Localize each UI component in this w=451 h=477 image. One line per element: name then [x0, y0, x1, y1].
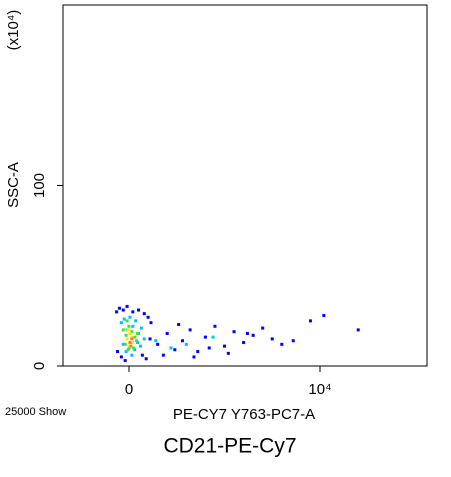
event-dot: [125, 319, 129, 323]
event-dot: [192, 355, 196, 359]
event-dot: [184, 342, 188, 346]
event-dot: [140, 353, 144, 357]
event-dot: [207, 346, 211, 350]
event-dot: [119, 321, 123, 325]
y-tick-label: 0: [31, 362, 48, 370]
event-dot: [211, 335, 215, 339]
event-dot: [117, 306, 121, 310]
event-dot: [130, 337, 134, 341]
event-dot: [136, 332, 140, 336]
event-dot: [123, 359, 127, 363]
event-dot: [124, 350, 128, 354]
event-dot: [165, 332, 169, 336]
event-dot: [270, 337, 274, 341]
event-dot: [180, 339, 184, 343]
event-dot: [137, 308, 141, 312]
event-dot: [128, 332, 132, 336]
event-dot: [127, 346, 131, 350]
event-dot: [308, 319, 312, 323]
event-dot: [121, 342, 125, 346]
event-dot: [127, 324, 131, 328]
event-dot: [356, 328, 360, 332]
event-dot: [196, 350, 200, 354]
event-dot: [135, 339, 139, 343]
event-dot: [128, 315, 132, 319]
event-dot: [142, 312, 146, 316]
x-axis-label: PE-CY7 Y763-PC7-A: [173, 406, 315, 423]
event-dot: [213, 324, 217, 328]
event-dot: [134, 319, 138, 323]
event-dot: [169, 346, 173, 350]
event-dot: [222, 344, 226, 348]
event-dot: [177, 322, 181, 326]
y-multiplier: (x10⁴): [5, 10, 22, 51]
event-dot: [245, 332, 249, 336]
event-dot: [125, 304, 129, 308]
event-count: 25000 Show: [5, 406, 66, 418]
y-tick-label: 100: [31, 173, 48, 198]
event-dot: [136, 341, 140, 345]
event-dot: [119, 355, 123, 359]
y-axis-label: SSC-A: [5, 162, 22, 208]
event-dot: [131, 324, 135, 328]
event-dot: [123, 342, 127, 346]
event-dot: [122, 317, 126, 321]
event-dot: [161, 353, 165, 357]
event-dot: [115, 310, 119, 314]
event-dot: [138, 344, 142, 348]
event-dot: [127, 344, 131, 348]
event-dot: [242, 341, 246, 345]
event-dot: [133, 335, 137, 339]
event-dot: [125, 337, 129, 341]
event-dot: [129, 344, 133, 348]
event-dot: [226, 351, 230, 355]
event-dot: [154, 339, 158, 343]
event-dot: [146, 315, 150, 319]
event-dot: [156, 342, 160, 346]
x-tick-label: 0: [125, 381, 133, 398]
event-dot: [131, 341, 135, 345]
event-dot: [121, 308, 125, 312]
event-dot: [144, 357, 148, 361]
event-dot: [131, 310, 135, 314]
event-dot: [126, 328, 130, 332]
event-dot: [130, 330, 134, 334]
event-dot: [124, 333, 128, 337]
event-dot: [251, 333, 255, 337]
event-dot: [130, 335, 134, 339]
event-dot: [188, 328, 192, 332]
event-dot: [280, 342, 284, 346]
event-dot: [149, 321, 153, 325]
event-dot: [173, 348, 177, 352]
event-dot: [291, 339, 295, 343]
event-dot: [128, 341, 132, 345]
event-dot: [126, 348, 130, 352]
event-dot: [133, 348, 137, 352]
event-dot: [203, 335, 207, 339]
event-dot: [139, 326, 143, 330]
event-dot: [148, 337, 152, 341]
x-tick-label: 10⁴: [308, 381, 331, 398]
event-dot: [132, 346, 136, 350]
chart-title: CD21-PE-Cy7: [163, 435, 296, 458]
event-dot: [130, 353, 134, 357]
event-dot: [232, 330, 236, 334]
event-dot: [121, 328, 125, 332]
event-dot: [322, 313, 326, 317]
event-dot: [116, 350, 120, 354]
event-dot: [261, 326, 265, 330]
event-dot: [142, 337, 146, 341]
